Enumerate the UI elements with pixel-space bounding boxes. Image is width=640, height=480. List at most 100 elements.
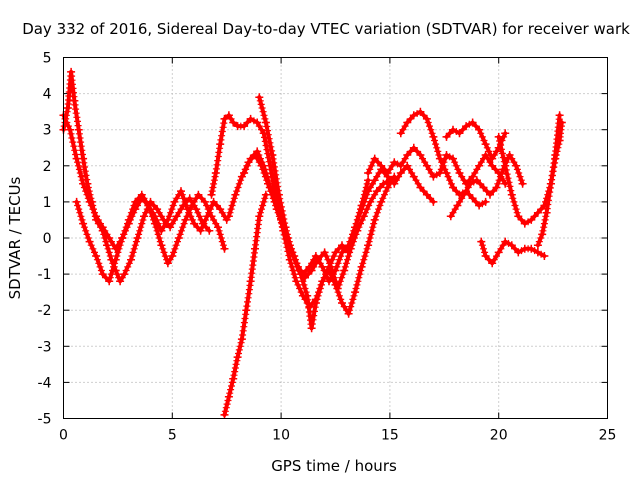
data-point [118,234,127,242]
series-sat-d [220,190,270,419]
y-tick-label: -1 [38,267,52,283]
data-point [453,201,462,210]
data-point [364,187,373,196]
data-point [377,161,386,170]
data-point [364,169,373,177]
data-point [261,118,270,127]
data-point [255,212,264,221]
data-point [390,158,399,167]
data-point [79,179,88,188]
data-point [344,309,353,318]
data-point [66,125,74,134]
series-layer [59,67,566,419]
data-point [237,335,246,344]
series-sat-l [442,118,510,163]
series-sat-k [446,151,527,221]
chart-title: Day 332 of 2016, Sidereal Day-to-day VTE… [22,20,630,38]
data-point [211,169,220,177]
data-point [251,244,259,253]
data-point [288,248,296,257]
data-point [518,179,527,188]
x-tick-label: 10 [272,428,290,444]
data-point [174,234,183,242]
data-point [527,244,536,253]
data-point [459,190,468,199]
y-tick-label: 0 [43,231,52,247]
y-tick-label: 5 [43,51,52,67]
data-point [194,190,203,199]
data-point [79,219,88,228]
data-point [396,169,405,177]
data-point [546,179,555,188]
data-point [166,223,175,232]
series-sat-m [477,237,549,268]
data-point [242,306,251,315]
data-point [416,151,425,159]
data-point [170,197,179,206]
y-tick-label: -4 [38,375,52,391]
data-point [403,118,412,127]
data-point [542,208,551,217]
data-point [538,230,547,239]
data-point [259,161,268,170]
data-point [268,151,277,159]
data-point [63,104,72,112]
data-point [514,248,523,257]
data-point [311,299,320,307]
data-point [475,161,484,170]
x-tick-label: 5 [168,428,177,444]
data-point [353,226,362,235]
data-point [105,277,114,286]
data-point [409,172,418,181]
data-point [209,197,218,206]
x-tick-label: 0 [59,428,68,444]
data-point [449,125,457,134]
data-point [507,190,516,199]
data-point [446,212,455,221]
data-point [527,215,536,224]
data-point [475,201,484,210]
x-tick-label: 25 [599,428,617,444]
data-point [338,299,346,307]
data-point [203,212,212,221]
data-point [409,111,418,120]
data-point [246,154,255,163]
x-tick-label: 20 [490,428,508,444]
data-point [396,161,405,170]
data-point [190,219,199,228]
data-point [488,259,497,268]
data-point [429,132,438,141]
data-point [492,183,501,192]
data-point [533,248,542,257]
data-point [92,212,101,221]
data-point [340,266,349,275]
data-point [338,248,346,257]
data-point [120,270,129,279]
data-point [224,111,233,120]
data-point [366,197,375,206]
data-point [449,154,457,163]
data-point [70,96,79,105]
data-point [390,179,399,188]
data-point [140,212,148,221]
data-point [462,122,471,131]
axis-ticks: -5 -4 -3 -2 -1 0 1 2 3 4 5 0 5 10 15 20 25 [38,51,617,444]
data-point [294,266,303,275]
data-point [557,118,566,127]
data-point [494,132,503,141]
data-point [172,212,181,221]
data-point [416,183,425,192]
data-point [207,190,216,199]
data-point [124,215,133,224]
data-point [246,277,255,286]
data-point [488,161,497,170]
data-point [72,197,81,206]
grid [63,57,608,419]
data-point [442,132,451,141]
data-point [422,190,431,199]
data-point [325,277,333,286]
data-point [92,252,101,260]
data-point [377,197,386,206]
data-point [481,197,490,206]
data-point [512,161,521,170]
